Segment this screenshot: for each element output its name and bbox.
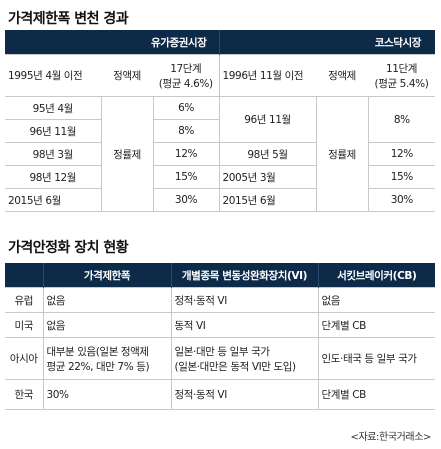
header-row: 가격제한폭 개별종목 변동성완화장치(VI) 서킷브레이커(CB) bbox=[5, 263, 435, 288]
kosdaq-date: 2005년 3월 bbox=[219, 165, 316, 189]
kosdaq-limit: 15% bbox=[367, 165, 436, 189]
kospi-limit: 8% bbox=[152, 119, 220, 143]
market-header-row: 유가증권시장 코스닥시장 bbox=[5, 30, 436, 55]
table-row: 아시아 대부분 있음(일본 정액제 평균 22%, 대만 7% 등) 일본·대만… bbox=[5, 337, 435, 380]
kospi-date: 95년 4월 bbox=[5, 96, 101, 120]
region: 미국 bbox=[5, 312, 43, 338]
kosdaq-limit: 12% bbox=[367, 142, 436, 166]
header-cb: 서킷브레이커(CB) bbox=[317, 263, 435, 288]
kospi-system-rate: 정률제 bbox=[100, 96, 153, 212]
cell-line: 일본·대만 등 일부 국가 bbox=[174, 345, 270, 358]
table-row: 유럽 없음 정적·동적 VI 없음 bbox=[5, 287, 435, 313]
table-row: 98년 3월 12% 98년 5월 12% bbox=[5, 142, 436, 166]
table-row: 98년 12월 15% 2005년 3월 15% bbox=[5, 165, 436, 189]
price-limit-cell: 대부분 있음(일본 정액제 평균 22%, 대만 7% 등) bbox=[42, 337, 171, 380]
cell-line: 평균 22%, 대만 7% 등) bbox=[46, 360, 150, 373]
kospi-header-system: 정액제 bbox=[101, 54, 153, 97]
kospi-limit: 30% bbox=[152, 188, 220, 212]
source-note: <자료:한국거래소> bbox=[350, 432, 431, 443]
kosdaq-limit: 30% bbox=[367, 188, 436, 212]
market-kosdaq: 코스닥시장 bbox=[218, 30, 436, 55]
vi-cell: 정적·동적 VI bbox=[170, 379, 318, 410]
vi-cell: 일본·대만 등 일부 국가 (일본·대만은 동적 VI만 도입) bbox=[170, 337, 318, 380]
price-limit-cell: 없음 bbox=[42, 312, 171, 338]
region: 아시아 bbox=[5, 337, 43, 380]
kospi-date: 2015년 6월 bbox=[5, 188, 101, 212]
region: 한국 bbox=[5, 379, 43, 410]
kospi-limit: 6% bbox=[152, 96, 220, 120]
kosdaq-date: 2015년 6월 bbox=[219, 188, 316, 212]
header-price-limit: 가격제한폭 bbox=[42, 263, 171, 288]
cb-cell: 인도·태국 등 일부 국가 bbox=[317, 337, 435, 380]
table-row: 2015년 6월 30% 2015년 6월 30% bbox=[5, 188, 436, 212]
price-limit-cell: 30% bbox=[42, 379, 171, 410]
section2-title: 가격안정화 장치 현황 bbox=[8, 240, 129, 256]
region: 유럽 bbox=[5, 287, 43, 313]
price-limit-cell: 없음 bbox=[42, 287, 171, 313]
vi-cell: 정적·동적 VI bbox=[170, 287, 318, 313]
stabilization-mechanism-table: 가격제한폭 개별종목 변동성완화장치(VI) 서킷브레이커(CB) 유럽 없음 … bbox=[5, 263, 435, 410]
table-row: 미국 없음 동적 VI 단계별 CB bbox=[5, 312, 435, 338]
header-blank bbox=[5, 263, 43, 288]
kosdaq-system-rate: 정률제 bbox=[315, 96, 368, 212]
kospi-limit: 15% bbox=[152, 165, 220, 189]
kospi-limit: 12% bbox=[152, 142, 220, 166]
cb-cell: 단계별 CB bbox=[317, 379, 435, 410]
kosdaq-date: 96년 11월 bbox=[219, 96, 316, 143]
price-limit-history-table: 유가증권시장 코스닥시장 1995년 4월 이전 정액제 17단계 (평균 4.… bbox=[5, 30, 436, 212]
cell-line: (일본·대만은 동적 VI만 도입) bbox=[174, 360, 297, 373]
kosdaq-header-limit: 11단계 (평균 5.4%) bbox=[368, 54, 436, 97]
kospi-date: 98년 12월 bbox=[5, 165, 101, 189]
kospi-header-limit: 17단계 (평균 4.6%) bbox=[153, 54, 220, 97]
cb-cell: 없음 bbox=[317, 287, 435, 313]
kosdaq-limit-line1: 11단계 bbox=[385, 62, 418, 75]
cb-cell: 단계별 CB bbox=[317, 312, 435, 338]
kospi-date: 96년 11월 bbox=[5, 119, 101, 143]
flat-rate-row: 1995년 4월 이전 정액제 17단계 (평균 4.6%) 1996년 11월… bbox=[5, 54, 436, 97]
kospi-limit-line2: (평균 4.6%) bbox=[158, 77, 213, 90]
kosdaq-header-system: 정액제 bbox=[316, 54, 368, 97]
table-row: 한국 30% 정적·동적 VI 단계별 CB bbox=[5, 379, 435, 410]
market-kospi: 유가증권시장 bbox=[5, 30, 219, 55]
kosdaq-header-date: 1996년 11월 이전 bbox=[219, 54, 316, 97]
table-row: 96년 11월 8% bbox=[5, 119, 435, 143]
kosdaq-limit-line2: (평균 5.4%) bbox=[374, 77, 429, 90]
kospi-date: 98년 3월 bbox=[5, 142, 101, 166]
header-vi: 개별종목 변동성완화장치(VI) bbox=[170, 263, 318, 288]
kospi-limit-line1: 17단계 bbox=[170, 62, 202, 75]
cell-line: 대부분 있음(일본 정액제 bbox=[46, 345, 150, 358]
table-row: 95년 4월 정률제 6% 96년 11월 정률제 8% bbox=[5, 96, 436, 212]
vi-cell: 동적 VI bbox=[170, 312, 318, 338]
section1-title: 가격제한폭 변천 경과 bbox=[8, 11, 129, 27]
kosdaq-limit: 8% bbox=[367, 96, 436, 143]
kosdaq-date: 98년 5월 bbox=[219, 142, 316, 166]
kospi-header-date: 1995년 4월 이전 bbox=[5, 54, 101, 97]
